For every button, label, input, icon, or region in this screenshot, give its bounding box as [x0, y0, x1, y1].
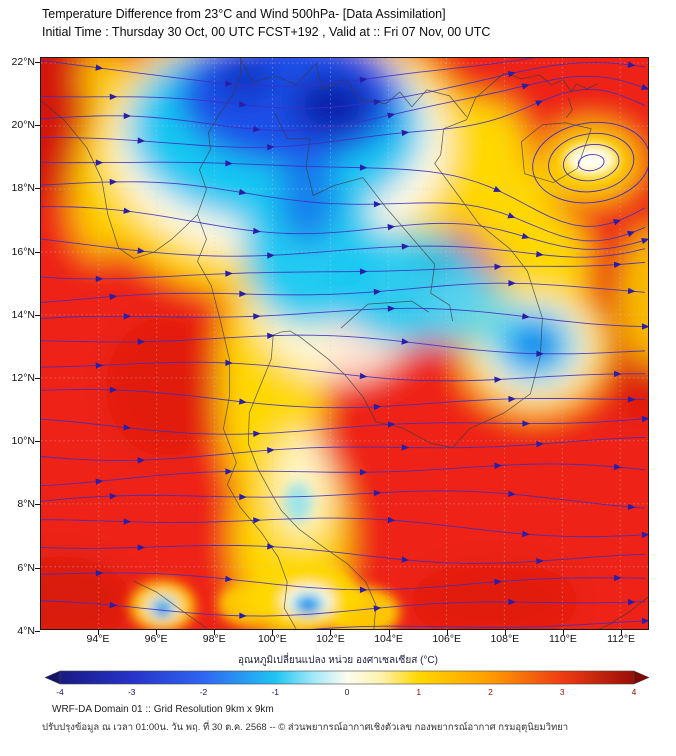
colorbar-tick-label: 0: [344, 687, 350, 697]
lon-tick-label: 94°E: [86, 633, 110, 645]
latlon-grid: [41, 58, 648, 629]
colorbar-label: อุณหภูมิเปลี่ยนแปลง หน่วย องศาเซลเซียส (…: [238, 655, 438, 666]
map-plot-area: [40, 57, 649, 630]
lon-tick-mark: [98, 630, 99, 635]
lon-tick-label: 100°E: [257, 633, 287, 645]
lon-tick-label: 96°E: [144, 633, 168, 645]
lat-tick-mark: [35, 314, 40, 316]
lat-tick-label: 14°N: [11, 308, 35, 321]
lon-tick-mark: [562, 630, 564, 635]
lon-tick-label: 98°E: [202, 633, 226, 645]
lat-tick-label: 18°N: [11, 182, 35, 195]
closed-circulation-streamlines: [532, 121, 648, 204]
lon-tick-mark: [330, 630, 332, 635]
lat-tick-label: 16°N: [11, 245, 35, 258]
lon-tick-mark: [156, 630, 158, 635]
lat-tick-label: 8°N: [17, 498, 35, 511]
colorbar-tick-label: -4: [56, 687, 64, 697]
colorbar: [44, 670, 650, 685]
lat-tick-mark: [35, 125, 40, 127]
lat-tick-label: 20°N: [11, 119, 35, 132]
lat-tick-label: 12°N: [11, 372, 35, 384]
colorbar-tick-label: -1: [271, 687, 280, 697]
lat-tick-mark: [35, 504, 40, 506]
chart-subtitle: Initial Time : Thursday 30 Oct, 00 UTC F…: [42, 25, 491, 39]
colorbar-tick-label: 2: [488, 687, 493, 697]
coastlines: [41, 58, 648, 629]
lat-tick-mark: [35, 630, 40, 632]
lat-tick-mark: [35, 441, 40, 443]
lat-tick-label: 4°N: [17, 624, 35, 637]
lon-tick-mark: [504, 630, 506, 635]
lat-tick-label: 6°N: [17, 561, 35, 574]
colorbar-tick-label: -3: [127, 687, 136, 697]
lat-tick-mark: [35, 567, 40, 569]
colorbar-right-arrow: [633, 670, 650, 685]
lon-tick-label: 110°E: [548, 633, 577, 645]
lon-tick-mark: [214, 630, 216, 635]
lon-tick-mark: [272, 630, 274, 635]
colorbar-left-arrow: [44, 670, 61, 685]
lon-tick-label: 112°E: [607, 633, 636, 645]
temperature-field: [41, 58, 648, 629]
lat-tick-mark: [35, 62, 40, 63]
chart-title: Temperature Difference from 23°C and Win…: [42, 7, 446, 21]
colorbar-gradient: [59, 670, 635, 685]
map-overlay: [41, 58, 648, 629]
colorbar-tick-label: 3: [559, 687, 565, 697]
lon-tick-mark: [621, 630, 623, 635]
colorbar-tick-label: 4: [631, 687, 637, 697]
lon-tick-label: 102°E: [316, 633, 345, 645]
lat-tick-mark: [35, 188, 40, 190]
lon-tick-label: 104°E: [374, 633, 403, 645]
colorbar-tick-label: -2: [199, 687, 208, 697]
lon-tick-label: 106°E: [432, 633, 462, 645]
lat-tick-label: 10°N: [11, 435, 35, 448]
wind-streamlines: [41, 58, 646, 629]
wind-arrowheads: [95, 61, 648, 625]
lat-tick-mark: [35, 251, 40, 253]
footer-domain-info: WRF-DA Domain 01 :: Grid Resolution 9km …: [52, 704, 274, 715]
lat-tick-mark: [35, 378, 40, 379]
footer-credit: ปรับปรุงข้อมูล ณ เวลา 01:00น. วัน พฤ. ที…: [42, 722, 569, 733]
lon-tick-mark: [388, 630, 390, 635]
lat-tick-label: 22°N: [11, 56, 35, 68]
colorbar-tick-label: 1: [416, 687, 422, 697]
lon-tick-label: 108°E: [490, 633, 520, 645]
lon-tick-mark: [446, 630, 448, 635]
